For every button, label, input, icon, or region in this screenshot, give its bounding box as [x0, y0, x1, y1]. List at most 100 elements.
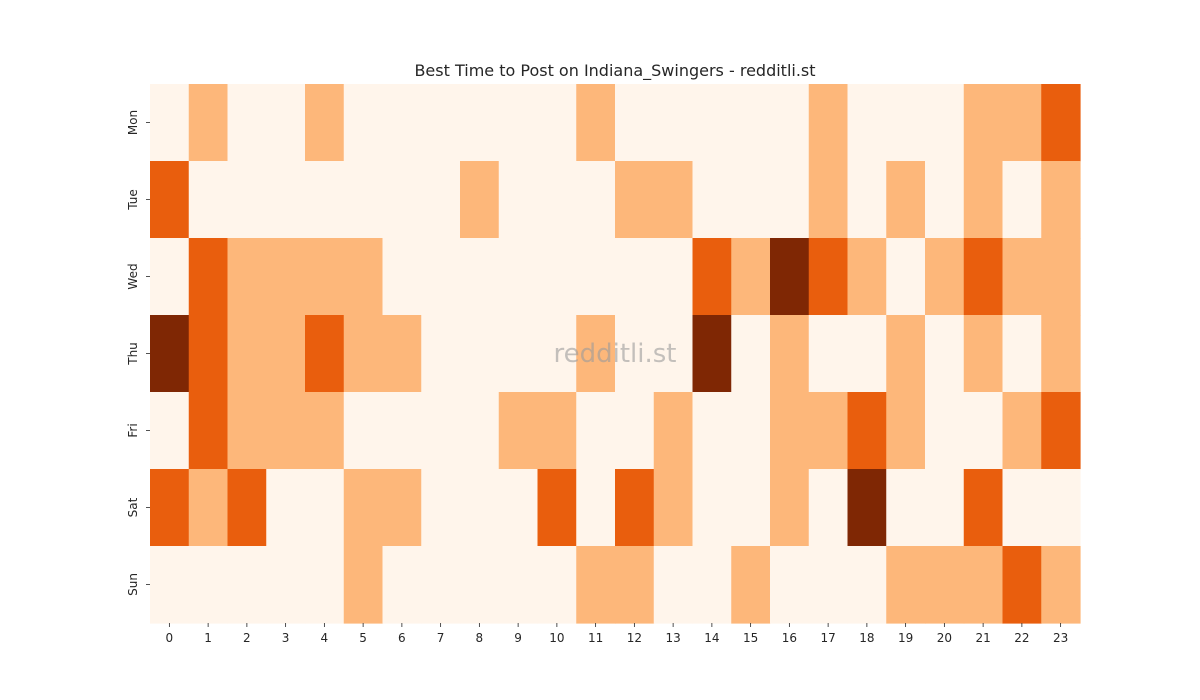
- heatmap-cell-thu-21: [963, 315, 1004, 393]
- heatmap-cell-fri-16: [770, 392, 810, 470]
- heatmap-cell-wed-2: [227, 238, 267, 316]
- heatmap-cell-sat-3: [266, 469, 306, 547]
- y-tick-label: Mon: [126, 110, 140, 135]
- heatmap-cell-tue-13: [653, 161, 694, 239]
- y-tick-label: Tue: [126, 189, 140, 211]
- x-tick-label: 11: [588, 631, 603, 645]
- heatmap-cell-fri-18: [847, 392, 887, 470]
- heatmap-cell-fri-19: [886, 392, 926, 470]
- heatmap-cell-sun-13: [653, 546, 694, 624]
- heatmap-cell-thu-5: [343, 315, 384, 393]
- heatmap-cell-sat-16: [770, 469, 810, 547]
- heatmap-cell-sun-9: [498, 546, 539, 624]
- heatmap-cell-mon-1: [188, 84, 229, 162]
- heatmap-cell-wed-1: [188, 238, 229, 316]
- x-tick-label: 20: [937, 631, 952, 645]
- heatmap-cell-fri-13: [653, 392, 694, 470]
- heatmap-cell-sat-5: [343, 469, 384, 547]
- x-tick-label: 13: [665, 631, 680, 645]
- heatmap-cell-sun-20: [925, 546, 965, 624]
- heatmap-cell-mon-13: [653, 84, 694, 162]
- x-tick-label: 3: [282, 631, 290, 645]
- x-tick-label: 7: [437, 631, 445, 645]
- heatmap-cell-fri-0: [150, 392, 190, 470]
- heatmap-cell-sun-0: [150, 546, 190, 624]
- x-tick-label: 10: [549, 631, 564, 645]
- heatmap-cell-tue-10: [537, 161, 577, 239]
- heatmap-cell-mon-15: [731, 84, 771, 162]
- heatmap-cell-sat-14: [692, 469, 732, 547]
- heatmap-cell-mon-18: [847, 84, 887, 162]
- heatmap-cell-tue-1: [188, 161, 229, 239]
- heatmap-cell-wed-20: [925, 238, 965, 316]
- heatmap-cell-sat-2: [227, 469, 267, 547]
- heatmap-cell-sat-15: [731, 469, 771, 547]
- heatmap-cell-wed-12: [615, 238, 655, 316]
- heatmap-cell-sun-17: [808, 546, 849, 624]
- heatmap-cell-thu-19: [886, 315, 926, 393]
- heatmap-cell-thu-22: [1002, 315, 1042, 393]
- heatmap-cell-mon-21: [963, 84, 1004, 162]
- heatmap-cell-wed-8: [460, 238, 500, 316]
- heatmap-cell-wed-5: [343, 238, 384, 316]
- heatmap-cell-sun-22: [1002, 546, 1042, 624]
- heatmap-cell-wed-13: [653, 238, 694, 316]
- heatmap-cell-sun-19: [886, 546, 926, 624]
- heatmap-cell-tue-6: [382, 161, 422, 239]
- heatmap-cell-wed-15: [731, 238, 771, 316]
- heatmap-cell-tue-3: [266, 161, 306, 239]
- heatmap-cell-wed-23: [1041, 238, 1081, 316]
- heatmap-cell-sat-13: [653, 469, 694, 547]
- heatmap-cell-tue-2: [227, 161, 267, 239]
- heatmap-cell-mon-8: [460, 84, 500, 162]
- heatmap-cell-fri-6: [382, 392, 422, 470]
- heatmap-cell-sun-2: [227, 546, 267, 624]
- heatmap-cell-sun-12: [615, 546, 655, 624]
- heatmap-cell-fri-7: [421, 392, 461, 470]
- x-tick-label: 2: [243, 631, 251, 645]
- x-tick-label: 9: [514, 631, 522, 645]
- heatmap-cell-sat-10: [537, 469, 577, 547]
- heatmap-cell-wed-16: [770, 238, 810, 316]
- heatmap-cell-fri-4: [305, 392, 345, 470]
- heatmap-cell-mon-7: [421, 84, 461, 162]
- heatmap-cell-thu-14: [692, 315, 732, 393]
- heatmap-cell-sun-3: [266, 546, 306, 624]
- heatmap-cell-mon-2: [227, 84, 267, 162]
- heatmap-cell-thu-17: [808, 315, 849, 393]
- heatmap-cell-fri-12: [615, 392, 655, 470]
- y-tick-label: Thu: [126, 342, 140, 366]
- x-tick-label: 23: [1053, 631, 1068, 645]
- heatmap-cell-fri-10: [537, 392, 577, 470]
- heatmap-cell-mon-11: [576, 84, 616, 162]
- heatmap-cell-sun-18: [847, 546, 887, 624]
- x-tick-label: 6: [398, 631, 406, 645]
- heatmap-cell-sun-6: [382, 546, 422, 624]
- heatmap-cell-mon-19: [886, 84, 926, 162]
- heatmap-cell-sun-4: [305, 546, 345, 624]
- heatmap-cell-mon-12: [615, 84, 655, 162]
- heatmap-cell-thu-4: [305, 315, 345, 393]
- heatmap-cell-wed-3: [266, 238, 306, 316]
- heatmap-cell-mon-10: [537, 84, 577, 162]
- heatmap-cell-mon-9: [498, 84, 539, 162]
- chart-title: Best Time to Post on Indiana_Swingers - …: [414, 61, 815, 81]
- heatmap-cell-sat-1: [188, 469, 229, 547]
- y-tick-label: Fri: [126, 423, 140, 437]
- heatmap-cell-sun-14: [692, 546, 732, 624]
- heatmap-cell-sat-4: [305, 469, 345, 547]
- x-tick-label: 19: [898, 631, 913, 645]
- heatmap-cell-wed-21: [963, 238, 1004, 316]
- heatmap-cell-fri-5: [343, 392, 384, 470]
- heatmap-cell-tue-16: [770, 161, 810, 239]
- heatmap-cell-tue-14: [692, 161, 732, 239]
- heatmap-cell-mon-4: [305, 84, 345, 162]
- heatmap-cell-sat-6: [382, 469, 422, 547]
- heatmap-cell-sun-15: [731, 546, 771, 624]
- heatmap-cell-tue-15: [731, 161, 771, 239]
- heatmap-cell-mon-23: [1041, 84, 1081, 162]
- heatmap-cell-tue-5: [343, 161, 384, 239]
- heatmap-cell-tue-19: [886, 161, 926, 239]
- heatmap-cell-tue-23: [1041, 161, 1081, 239]
